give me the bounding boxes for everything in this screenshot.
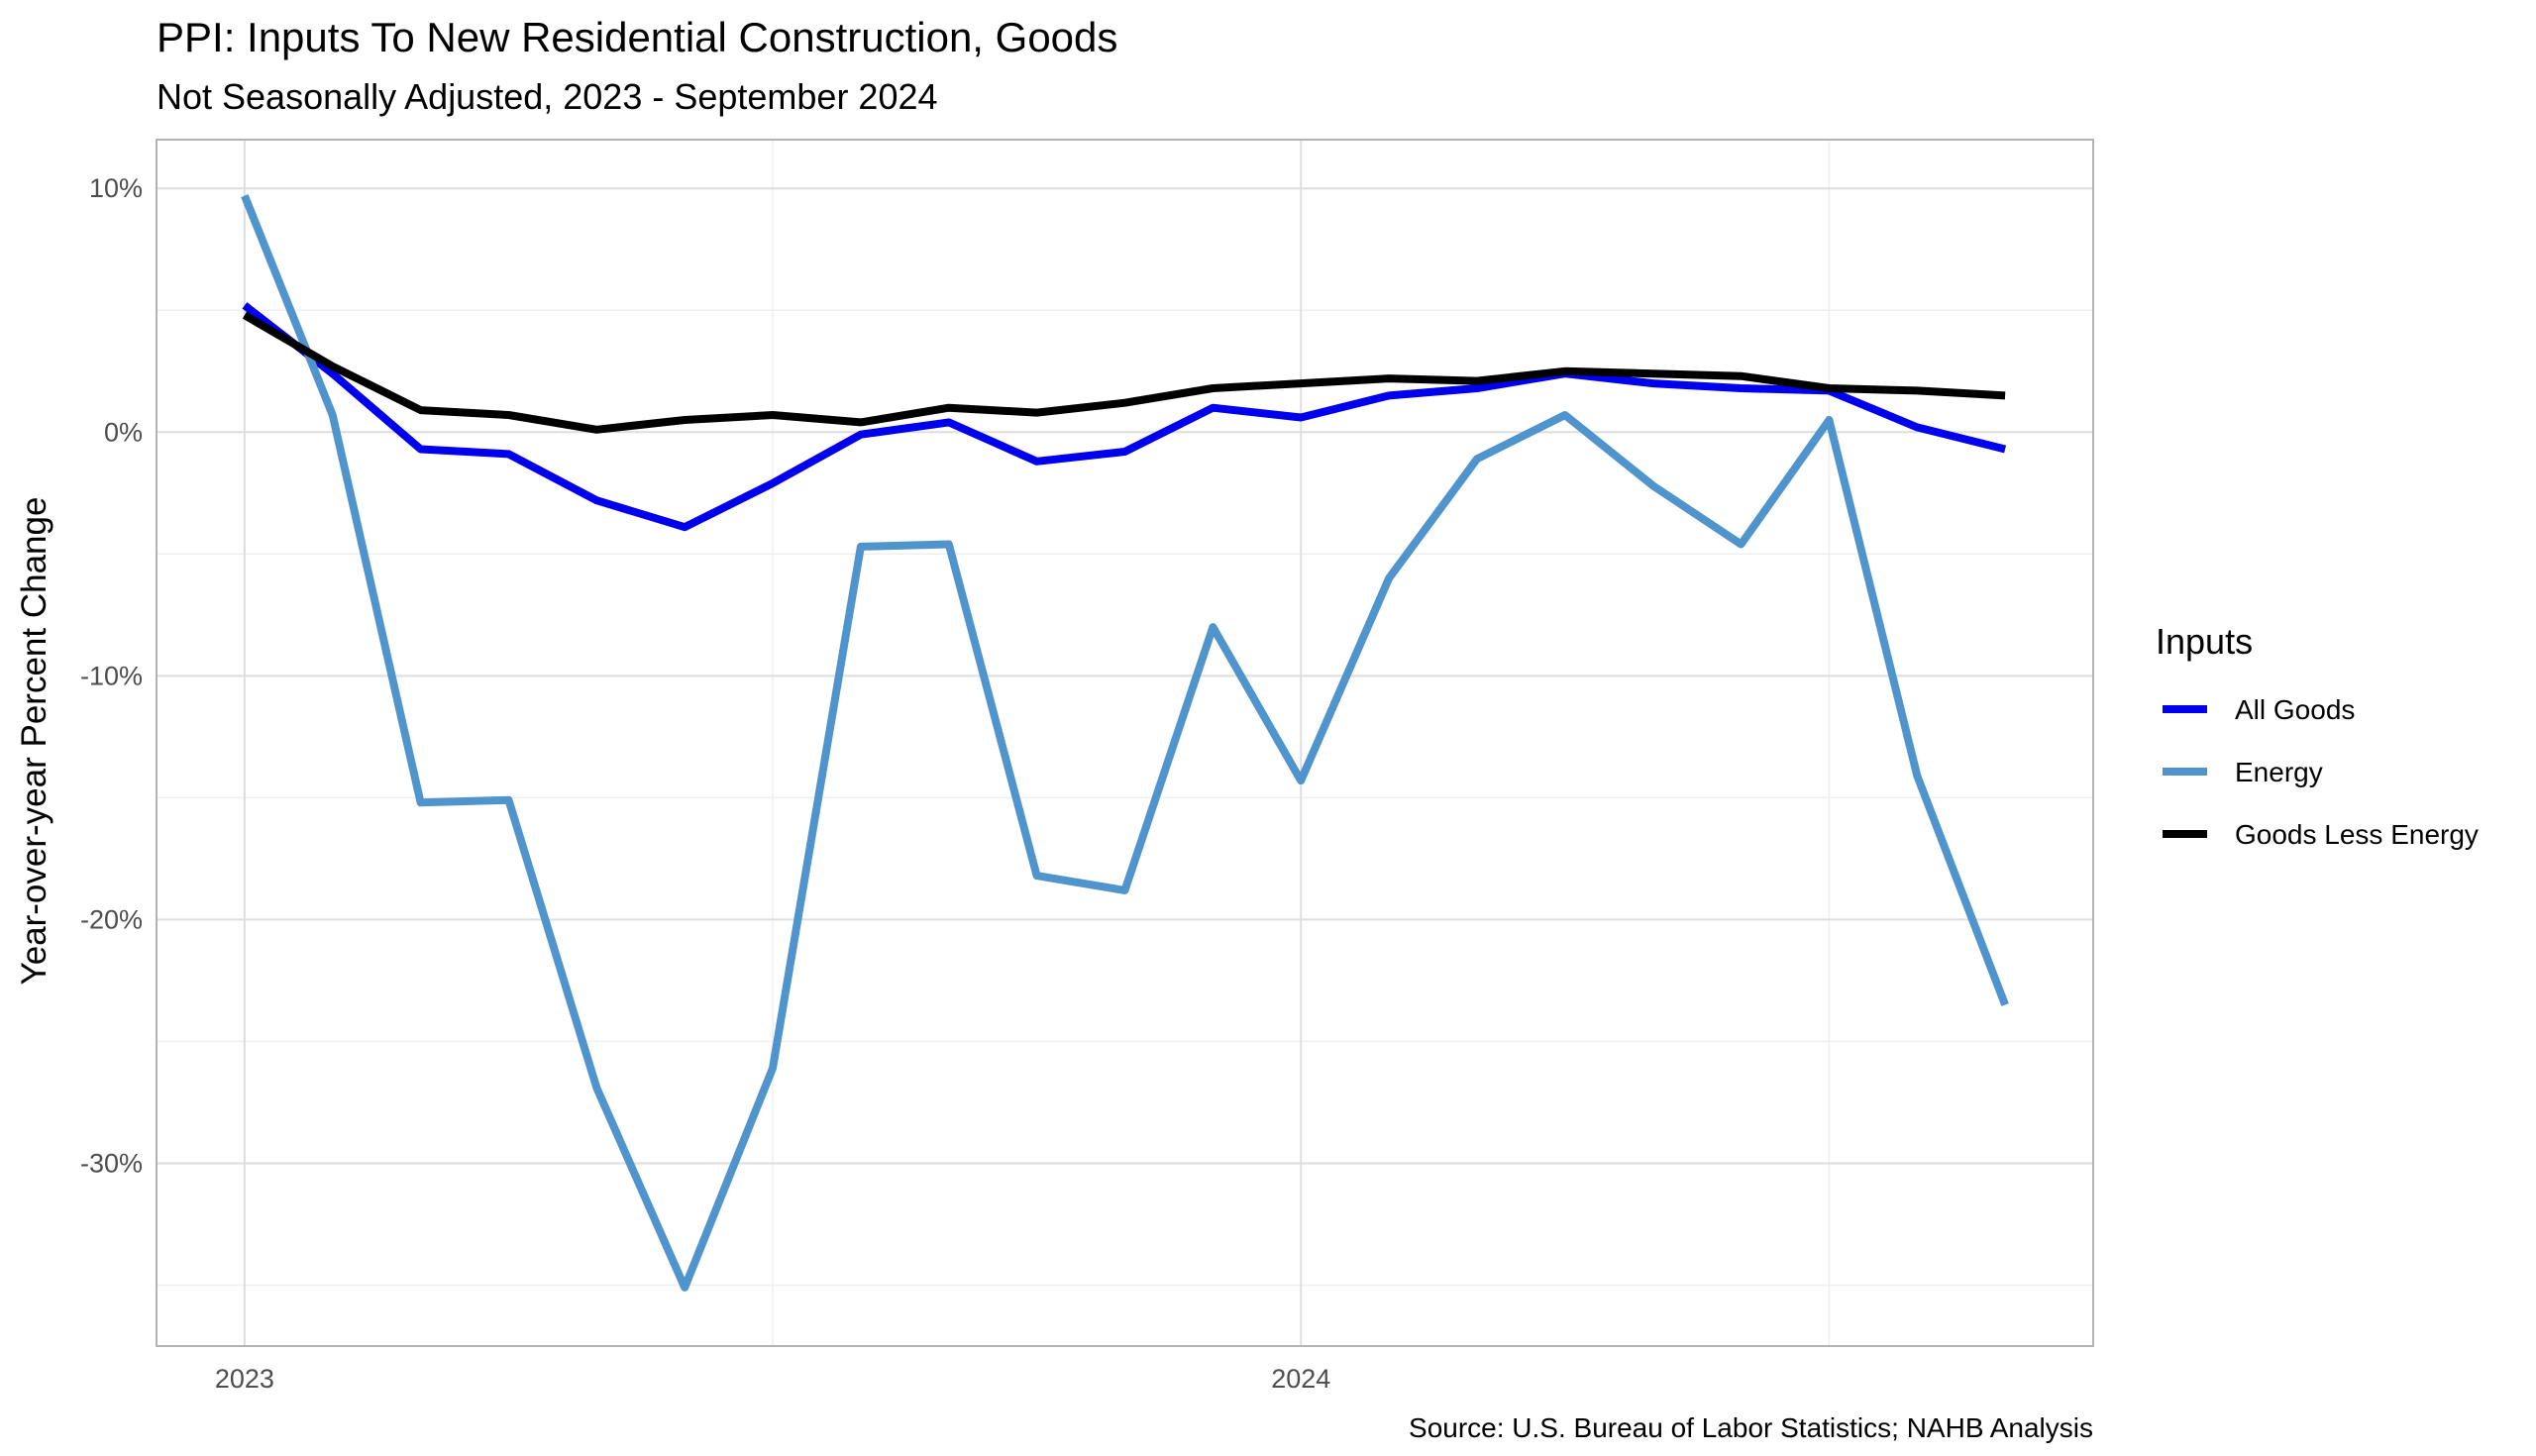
y-axis-label: Year-over-year Percent Change — [15, 497, 53, 986]
series-line-energy — [241, 194, 2009, 1292]
minor-gridlines — [157, 140, 2093, 1346]
legend-label: Goods Less Energy — [2235, 819, 2479, 850]
legend-items: All Goods Energy Goods Less Energy — [2163, 694, 2479, 850]
y-tick-label: -30% — [80, 1148, 143, 1178]
legend-label: Energy — [2235, 757, 2323, 787]
y-tick-label: 10% — [89, 173, 143, 203]
series-line-all-goods — [242, 302, 2007, 532]
series-layer — [241, 194, 2009, 1292]
legend-title: Inputs — [2156, 621, 2253, 662]
major-gridlines — [157, 140, 2093, 1346]
chart-caption: Source: U.S. Bureau of Labor Statistics;… — [1409, 1412, 2093, 1443]
x-tick-label: 2024 — [1271, 1364, 1330, 1394]
chart-subtitle: Not Seasonally Adjusted, 2023 - Septembe… — [157, 76, 938, 117]
y-tick-label: 0% — [104, 417, 143, 447]
y-tick-label: -20% — [80, 904, 143, 934]
legend-label: All Goods — [2235, 694, 2355, 725]
legend: Inputs All Goods Energy Goods Less Energy — [2156, 621, 2479, 850]
plot-panel-border — [156, 139, 2094, 1347]
x-axis-ticks: 2023 2024 — [215, 1364, 1330, 1394]
x-tick-label: 2023 — [215, 1364, 274, 1394]
chart-title: PPI: Inputs To New Residential Construct… — [157, 14, 1117, 60]
y-tick-label: -10% — [80, 661, 143, 690]
series-line-goods-less-energy — [242, 311, 2006, 434]
y-axis-ticks: 10% 0% -10% -20% -30% — [80, 173, 143, 1178]
